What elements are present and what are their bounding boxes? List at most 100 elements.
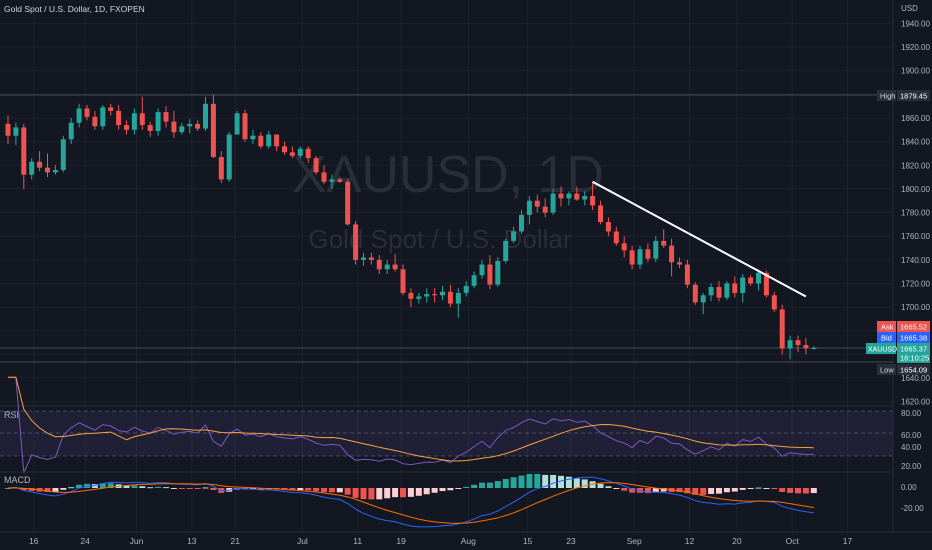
macd-hist-bar [534,473,541,488]
candle-body [669,245,675,263]
candle-body [258,135,264,147]
candle-body [432,294,438,296]
candle-body [163,112,169,122]
last-badge-value: 1665.37 [900,345,927,354]
time-label: 15 [523,536,533,546]
macd-hist-bar [368,488,375,500]
macd-hist-bar [60,488,67,490]
macd-hist-bar [731,488,738,492]
macd-hist-bar [494,481,501,488]
candle-body [574,193,580,200]
macd-hist-bar [597,483,604,488]
macd-hist-bar [344,488,351,495]
candle-body [337,179,343,182]
macd-hist-bar [723,488,730,493]
time-label: Jul [297,536,308,546]
candle-body [724,283,730,298]
candle-body [68,122,74,140]
candle-body [210,103,216,157]
candle-body [598,205,603,223]
candle-body [242,113,248,140]
time-label: 20 [732,536,742,546]
candle-body [756,272,761,284]
signal-line [7,482,814,524]
macd-hist-bar [423,488,430,495]
macd-hist-bar [20,488,27,491]
price-tick-label: 1640.00 [901,374,930,383]
macd-hist-bar [328,488,335,493]
macd-hist-bar [139,486,146,488]
candle-body [455,292,461,304]
macd-hist-bar [131,485,138,488]
macd-hist-bar [755,487,762,489]
candle-body [392,264,398,270]
candle-body [716,287,722,298]
macd-hist-bar [589,481,596,488]
macd-hist-bar [376,488,383,500]
candle-body [645,249,651,259]
candle-body [811,348,817,350]
candle-body [155,112,161,131]
candle-body [45,167,50,173]
candle-body [447,291,453,304]
candle-body [289,152,295,156]
macd-hist-bar [392,488,399,498]
macd-hist-bar [605,486,612,488]
candle-body [171,121,177,133]
symbol-description: Gold Spot / U.S. Dollar, 1D, FXOPEN [4,4,145,14]
price-tick-label: 1900.00 [901,67,930,76]
macd-hist-bar [550,474,557,488]
macd-hist-bar [305,488,312,491]
candle-body [13,127,19,136]
macd-line [7,476,814,528]
macd-hist-bar [163,487,169,489]
candle-body [471,275,477,286]
price-tick-label: 1760.00 [901,232,930,241]
candle-body [732,283,738,293]
candle-body [21,127,27,175]
countdown: 18:10:25 [900,354,929,363]
candle-body [60,139,66,170]
price-tick-label: 1860.00 [901,114,930,123]
macd-hist-bar [68,487,75,489]
macd-hist-bar [384,488,391,499]
candle-body [100,107,106,127]
candle-body [495,261,501,285]
candle-body [771,295,777,310]
candle-body [487,264,493,285]
macd-hist-bar [439,488,446,492]
price-tick-label: 1800.00 [901,185,930,194]
trendline[interactable] [592,180,807,298]
macd-hist-bar [708,488,715,494]
macd-hist-bar [747,488,754,490]
candle-body [740,277,746,293]
candle-body [637,249,643,265]
candle-body [376,259,382,270]
candle-body [345,181,351,225]
macd-hist-bar [155,486,162,488]
macd-hist-bar [479,482,485,488]
macd-hist-bar [463,486,470,488]
macd-hist-bar [716,488,722,494]
macd-hist-bar [510,477,517,488]
macd-hist-bar [660,488,667,492]
rsi-tick-80: 80.00 [901,409,922,418]
macd-tick-0: 0.00 [901,483,917,492]
price-tick-label: 1840.00 [901,138,930,147]
candle-body [124,125,129,130]
time-label: Aug [461,536,476,546]
candle-body [297,148,303,156]
price-tick-label: 1920.00 [901,43,930,52]
candle-body [179,126,185,133]
macd-hist-bar [581,479,588,488]
macd-label: MACD [4,475,31,485]
macd-hist-bar [313,488,320,492]
rsi-line [8,376,814,474]
candle-body [684,264,690,285]
low-badge-label: Low [880,366,894,375]
candle-body [526,200,532,215]
candle-body [542,206,548,213]
candle-body [503,240,509,262]
